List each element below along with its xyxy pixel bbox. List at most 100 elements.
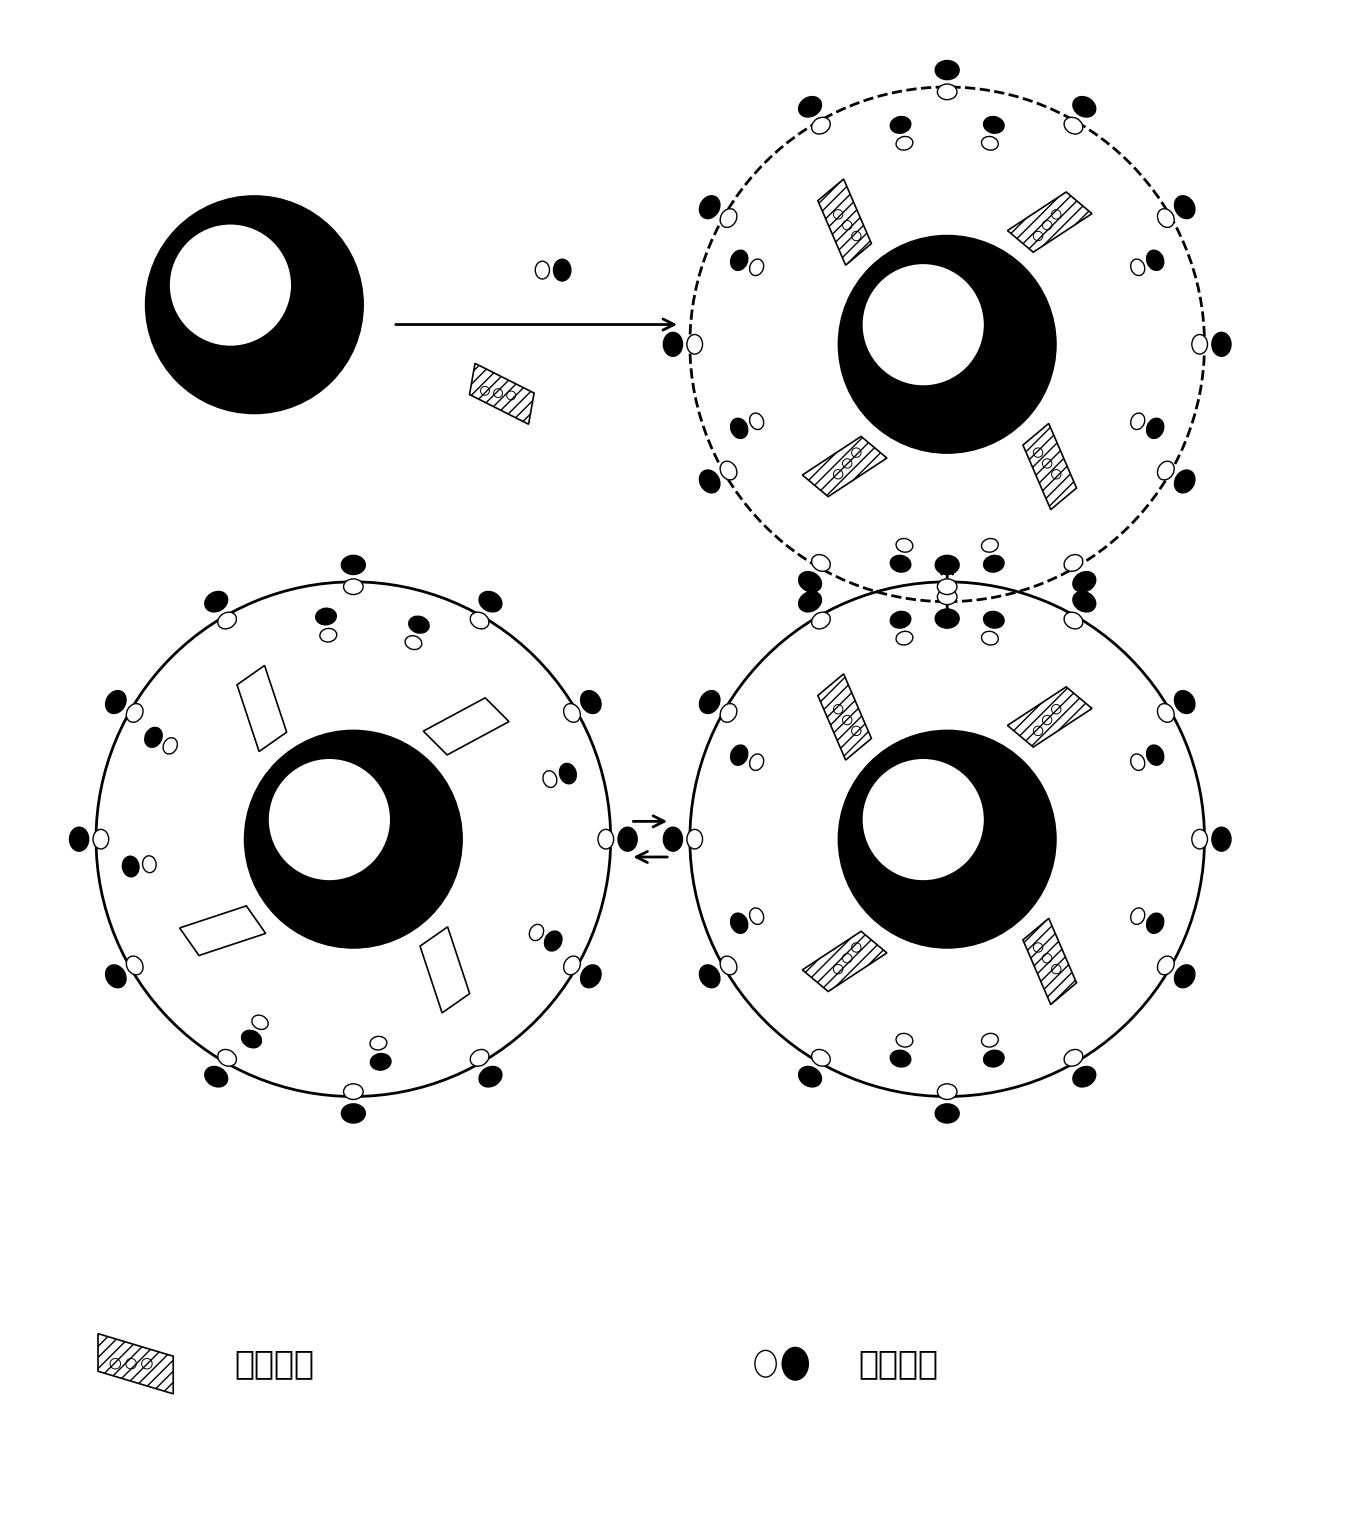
- Circle shape: [269, 760, 389, 880]
- Ellipse shape: [105, 965, 126, 988]
- Ellipse shape: [749, 258, 764, 275]
- Ellipse shape: [93, 830, 108, 850]
- Ellipse shape: [730, 914, 748, 933]
- Ellipse shape: [564, 956, 580, 974]
- Ellipse shape: [1146, 251, 1164, 271]
- Ellipse shape: [664, 827, 683, 851]
- Ellipse shape: [982, 1034, 998, 1047]
- Ellipse shape: [749, 413, 764, 430]
- Ellipse shape: [406, 635, 422, 649]
- Ellipse shape: [1130, 258, 1145, 275]
- Ellipse shape: [1146, 914, 1164, 933]
- Ellipse shape: [983, 1050, 1005, 1067]
- Circle shape: [170, 225, 291, 345]
- Ellipse shape: [479, 1067, 502, 1087]
- Circle shape: [864, 264, 983, 385]
- Ellipse shape: [754, 1350, 776, 1377]
- Ellipse shape: [204, 591, 227, 613]
- Ellipse shape: [145, 728, 162, 748]
- Ellipse shape: [730, 251, 748, 271]
- Ellipse shape: [721, 461, 737, 480]
- Text: 功能单体: 功能单体: [859, 1347, 938, 1380]
- Ellipse shape: [983, 611, 1005, 628]
- Ellipse shape: [811, 1049, 830, 1066]
- Ellipse shape: [1175, 470, 1195, 492]
- Polygon shape: [237, 666, 287, 751]
- Ellipse shape: [1130, 754, 1145, 771]
- Ellipse shape: [937, 84, 957, 100]
- Ellipse shape: [1175, 196, 1195, 219]
- Ellipse shape: [69, 827, 89, 851]
- Ellipse shape: [1073, 572, 1095, 593]
- Ellipse shape: [890, 1050, 911, 1067]
- Ellipse shape: [664, 333, 683, 356]
- Ellipse shape: [1130, 413, 1145, 430]
- Ellipse shape: [343, 579, 364, 594]
- Ellipse shape: [699, 470, 719, 492]
- Ellipse shape: [1064, 613, 1083, 629]
- Ellipse shape: [408, 616, 429, 634]
- Ellipse shape: [896, 631, 913, 644]
- Ellipse shape: [721, 208, 737, 228]
- Ellipse shape: [1073, 97, 1095, 117]
- Ellipse shape: [1157, 956, 1174, 974]
- Ellipse shape: [936, 61, 959, 79]
- Ellipse shape: [1064, 117, 1083, 134]
- Polygon shape: [1023, 424, 1076, 509]
- Polygon shape: [1007, 687, 1092, 746]
- Ellipse shape: [982, 137, 998, 150]
- Ellipse shape: [320, 628, 337, 641]
- Polygon shape: [420, 927, 469, 1012]
- Circle shape: [146, 196, 364, 413]
- Ellipse shape: [370, 1037, 387, 1050]
- Ellipse shape: [580, 690, 602, 713]
- Ellipse shape: [1146, 745, 1164, 765]
- Ellipse shape: [783, 1347, 808, 1380]
- Ellipse shape: [545, 932, 562, 952]
- Ellipse shape: [1192, 334, 1207, 354]
- Ellipse shape: [799, 97, 822, 117]
- Ellipse shape: [890, 555, 911, 572]
- Polygon shape: [802, 436, 887, 497]
- Ellipse shape: [982, 631, 998, 644]
- Ellipse shape: [699, 196, 719, 219]
- Ellipse shape: [1175, 965, 1195, 988]
- Ellipse shape: [749, 907, 764, 924]
- Circle shape: [245, 730, 462, 948]
- Ellipse shape: [142, 856, 157, 872]
- Ellipse shape: [560, 763, 576, 784]
- Ellipse shape: [1064, 555, 1083, 572]
- Ellipse shape: [1073, 591, 1095, 613]
- Ellipse shape: [687, 334, 703, 354]
- Polygon shape: [818, 179, 872, 264]
- Ellipse shape: [937, 588, 957, 605]
- Ellipse shape: [470, 613, 489, 629]
- Ellipse shape: [699, 965, 719, 988]
- Ellipse shape: [1175, 690, 1195, 713]
- Ellipse shape: [341, 1104, 365, 1123]
- Ellipse shape: [1157, 208, 1174, 228]
- Ellipse shape: [105, 690, 126, 713]
- Ellipse shape: [1192, 830, 1207, 850]
- Ellipse shape: [1073, 1067, 1095, 1087]
- Polygon shape: [423, 698, 508, 755]
- Ellipse shape: [937, 579, 957, 594]
- Polygon shape: [469, 363, 534, 424]
- Ellipse shape: [730, 418, 748, 438]
- Ellipse shape: [721, 956, 737, 974]
- Polygon shape: [1023, 918, 1076, 1005]
- Ellipse shape: [936, 610, 959, 628]
- Ellipse shape: [1064, 1049, 1083, 1066]
- Ellipse shape: [890, 611, 911, 628]
- Ellipse shape: [341, 555, 365, 575]
- Ellipse shape: [1146, 418, 1164, 438]
- Ellipse shape: [936, 555, 959, 575]
- Ellipse shape: [811, 555, 830, 572]
- Ellipse shape: [530, 924, 544, 941]
- Ellipse shape: [1130, 907, 1145, 924]
- Ellipse shape: [164, 737, 177, 754]
- Ellipse shape: [890, 117, 911, 134]
- Circle shape: [838, 730, 1056, 948]
- Ellipse shape: [126, 704, 143, 722]
- Ellipse shape: [896, 538, 913, 552]
